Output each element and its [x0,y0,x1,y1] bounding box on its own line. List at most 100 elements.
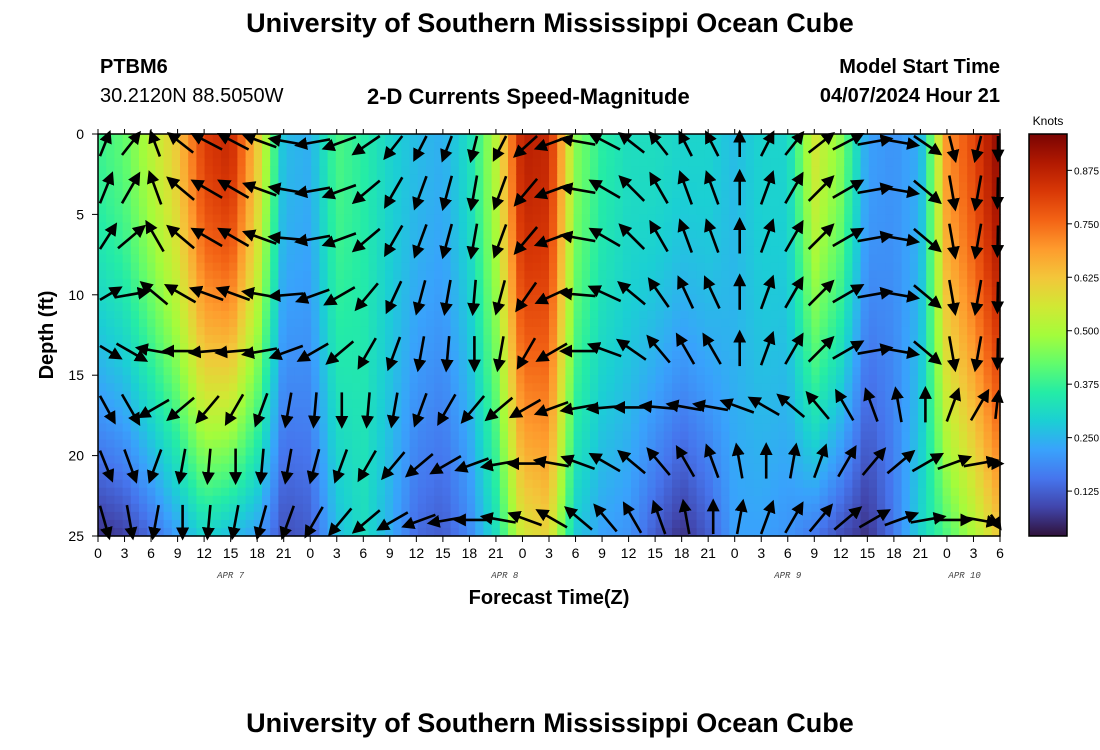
heatmap-cell [98,310,107,320]
heatmap-cell [508,375,517,384]
heatmap-cell [139,182,148,191]
heatmap-cell [434,190,443,199]
heatmap-cell [590,487,599,497]
heatmap-cell [294,519,304,529]
heatmap-cell [754,222,763,232]
heatmap-cell [229,198,238,207]
heatmap-cell [532,391,542,400]
heatmap-cell [532,222,542,232]
heatmap-cell [516,222,525,232]
heatmap-cell [417,254,427,264]
heatmap-cell [253,343,263,352]
heatmap-cell [262,302,271,312]
heatmap-cell [868,383,878,392]
heatmap-cell [270,479,279,489]
heatmap-cell [122,471,132,481]
heatmap-cell [147,503,156,513]
heatmap-cell [737,415,747,425]
heatmap-cell [188,134,197,143]
heatmap-cell [540,431,550,441]
heatmap-cell [868,214,878,224]
heatmap-cell [590,214,599,224]
heatmap-cell [409,134,419,143]
heatmap-cell [819,326,829,336]
heatmap-cell [557,495,566,505]
heatmap-cell [122,439,132,449]
heatmap-cell [229,479,238,489]
heatmap-cell [434,230,443,240]
heatmap-cell [393,439,402,449]
heatmap-cell [549,503,558,513]
heatmap-cell [98,399,107,408]
heatmap-cell [655,527,665,537]
heatmap-cell [909,214,919,224]
heatmap-cell [376,495,386,505]
heatmap-cell [909,206,919,215]
heatmap-cell [286,166,296,175]
heatmap-cell [278,431,288,441]
heatmap-cell [188,495,197,505]
heatmap-cell [713,407,722,416]
heatmap-cell [491,335,501,344]
heatmap-cell [483,166,493,175]
heatmap-cell [155,214,165,224]
heatmap-cell [319,254,329,264]
heatmap-cell [237,463,247,473]
heatmap-cell [639,230,648,240]
heatmap-cell [762,487,771,497]
heatmap-cell [376,351,386,360]
heatmap-cell [909,503,919,513]
heatmap-cell [803,134,812,143]
heatmap-cell [770,182,780,191]
heatmap-cell [754,198,763,207]
heatmap-cell [409,503,419,513]
heatmap-cell [475,495,484,505]
heatmap-cell [770,310,780,320]
heatmap-cell [868,206,878,215]
heatmap-cell [139,142,148,151]
heatmap-cell [844,190,853,199]
heatmap-cell [745,286,755,296]
heatmap-cell [401,286,411,296]
heatmap-cell [885,375,894,384]
heatmap-cell [385,206,394,215]
heatmap-cell [130,335,140,344]
heatmap-cell [483,214,493,224]
heatmap-cell [426,198,435,207]
heatmap-cell [909,198,919,207]
heatmap-cell [663,503,673,513]
heatmap-cell [344,407,353,416]
heatmap-cell [180,495,189,505]
heatmap-cell [253,190,263,199]
heatmap-cell [639,326,648,336]
heatmap-cell [704,399,714,408]
heatmap-cell [114,415,124,425]
heatmap-cell [827,359,837,368]
heatmap-cell [639,375,648,384]
heatmap-cell [352,415,361,425]
heatmap-cell [811,262,821,272]
heatmap-cell [819,527,829,537]
heatmap-cell [786,318,796,328]
heatmap-cell [836,487,845,497]
heatmap-cell [409,270,419,280]
heatmap-cell [729,254,739,264]
heatmap-cell [614,487,624,497]
heatmap-cell [442,326,452,336]
heatmap-cell [114,447,124,457]
heatmap-cell [614,142,624,151]
heatmap-cell [270,286,279,296]
heatmap-cell [745,310,755,320]
heatmap-cell [434,335,443,344]
heatmap-cell [893,439,903,449]
heatmap-cell [581,335,591,344]
heatmap-cell [278,463,288,473]
heatmap-cell [647,254,657,264]
heatmap-cell [319,519,329,529]
heatmap-cell [483,318,493,328]
heatmap-cell [475,246,484,256]
heatmap-cell [901,471,911,481]
heatmap-cell [540,415,550,425]
heatmap-cell [368,166,378,175]
heatmap-cell [98,230,107,240]
